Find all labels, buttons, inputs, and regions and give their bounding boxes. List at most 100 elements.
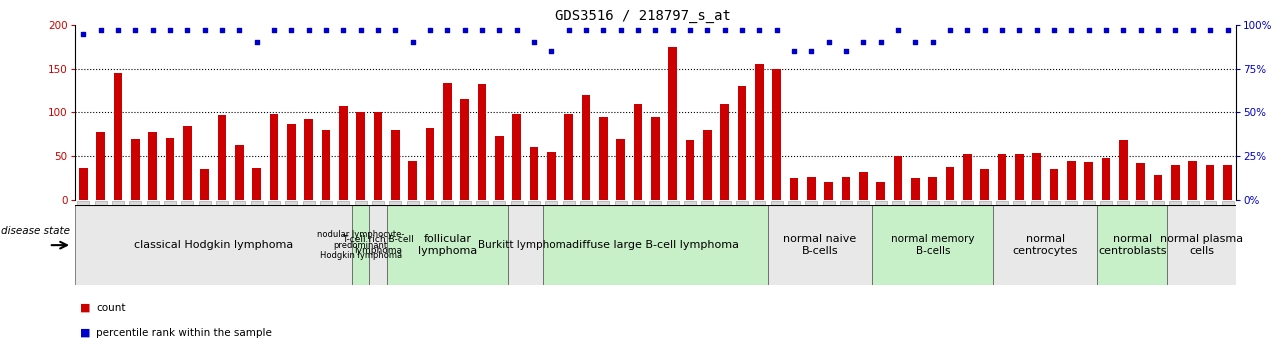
Bar [1085,162,1094,200]
Bar [993,205,1097,285]
Text: disease state: disease state [1,226,71,236]
Point [90,27,111,33]
Point [1009,27,1029,33]
Bar [1119,141,1128,200]
Bar [113,73,122,200]
Bar [1223,165,1232,200]
Text: normal
centroblasts: normal centroblasts [1097,234,1167,256]
Bar [460,99,469,200]
Bar [997,154,1006,200]
Bar [356,113,365,200]
Text: ■: ■ [80,328,90,338]
Bar [962,154,971,200]
Bar [911,178,920,200]
Bar [1015,154,1024,200]
Bar [1189,161,1198,200]
Bar [876,182,885,200]
Point [870,40,891,45]
Point [159,27,180,33]
Text: normal memory
B-cells: normal memory B-cells [891,234,974,256]
Bar [252,167,261,200]
Bar [96,132,105,200]
Bar [287,124,296,200]
Point [594,27,614,33]
Bar [235,145,244,200]
Point [974,27,995,33]
Point [923,40,943,45]
Point [212,27,233,33]
Text: Burkitt lymphoma: Burkitt lymphoma [478,240,572,250]
Bar [513,114,520,200]
Point [108,27,128,33]
Bar [668,47,677,200]
Point [143,27,163,33]
Point [1027,27,1047,33]
Text: nodular lymphocyte-
predominant
Hodgkin lymphoma: nodular lymphocyte- predominant Hodgkin … [317,230,405,260]
Bar [1205,165,1214,200]
Point [1061,27,1082,33]
Point [731,27,752,33]
Point [490,27,510,33]
Point [905,40,925,45]
Point [680,27,700,33]
Bar [634,104,642,200]
Bar [339,106,348,200]
Bar [721,104,729,200]
Bar [391,130,400,200]
Bar [703,130,712,200]
Point [749,27,770,33]
Bar [443,84,451,200]
Bar [387,205,508,285]
Text: normal
centrocytes: normal centrocytes [1013,234,1078,256]
Bar [894,156,902,200]
Bar [1050,169,1059,200]
Point [368,27,388,33]
Bar [478,84,486,200]
Bar [768,205,873,285]
Point [298,27,319,33]
Point [506,27,527,33]
Bar [738,86,747,200]
Bar [508,205,542,285]
Point [1200,27,1221,33]
Point [541,48,562,54]
Text: percentile rank within the sample: percentile rank within the sample [96,328,272,338]
Text: follicular
lymphoma: follicular lymphoma [418,234,477,256]
Bar [1136,163,1145,200]
Point [696,27,717,33]
Point [1043,27,1064,33]
Text: T-cell rich B-cell
lymphoma: T-cell rich B-cell lymphoma [342,235,414,255]
Bar [807,177,816,200]
Bar [374,113,382,200]
Point [1148,27,1168,33]
Bar [166,138,175,200]
Bar [1171,165,1180,200]
Point [524,40,545,45]
Point [1113,27,1133,33]
Point [420,27,441,33]
Bar [860,172,867,200]
Point [766,27,786,33]
Point [1131,27,1151,33]
Bar [651,117,659,200]
Point [662,27,682,33]
Bar [305,119,314,200]
Point [1078,27,1099,33]
Point [472,27,492,33]
Point [835,48,856,54]
Point [1096,27,1117,33]
Point [247,40,267,45]
Bar [1167,205,1236,285]
Bar [1154,176,1163,200]
Bar [131,139,140,200]
Bar [200,169,209,200]
Text: normal plasma
cells: normal plasma cells [1160,234,1243,256]
Bar [582,95,590,200]
Point [351,27,371,33]
Bar [1067,161,1076,200]
Bar [946,167,955,200]
Bar [1097,205,1167,285]
Text: count: count [96,303,126,313]
Point [73,31,94,36]
Bar [772,69,781,200]
